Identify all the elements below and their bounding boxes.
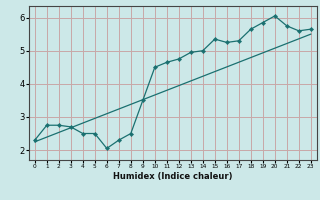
X-axis label: Humidex (Indice chaleur): Humidex (Indice chaleur) [113,172,233,181]
